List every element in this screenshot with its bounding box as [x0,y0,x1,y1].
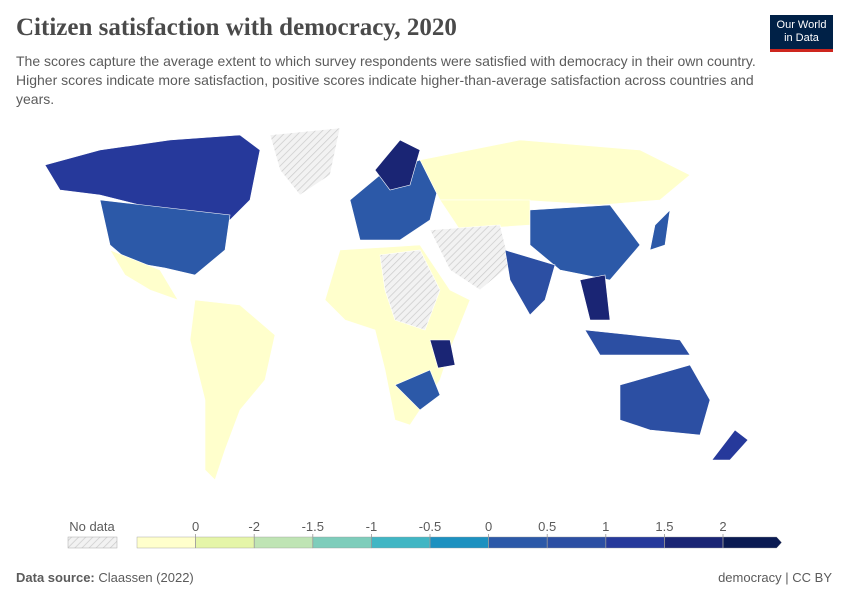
legend-swatch [371,536,431,549]
legend-tick-label: -1 [366,519,378,534]
legend-swatch [605,536,665,549]
legend-tick-label: -2 [248,519,260,534]
logo-line: Our World [776,19,827,31]
country[interactable] [379,249,441,331]
country[interactable] [649,209,671,251]
country[interactable] [711,429,749,461]
country[interactable] [189,299,276,481]
map: No data 0 -2 -1.5 -1 -0.5 0 0.5 1 1.5 2 [44,127,782,549]
country[interactable] [579,274,611,321]
legend-tick-label: 2 [719,519,726,534]
legend-swatch [547,536,607,549]
country[interactable] [429,224,511,291]
legend-swatch [253,536,313,549]
legend-swatch [429,536,489,549]
logo-line: in Data [784,32,819,44]
logo[interactable]: Our World in Data [770,15,833,52]
legend-swatch [136,536,196,549]
footer-source-label: Data source: [16,570,95,585]
legend-swatch [722,536,782,549]
country[interactable] [99,199,231,276]
legend-tick-label: -1.5 [302,519,324,534]
country[interactable] [394,369,441,411]
legend-tick-label: 1 [602,519,609,534]
legend-swatch [195,536,255,549]
legend-no-data-label: No data [69,519,115,534]
country[interactable] [419,139,691,206]
legend-swatch [488,536,548,549]
country[interactable] [439,199,531,231]
footer-source: Data source: Claassen (2022) [16,570,194,585]
countries [44,127,749,481]
legend-tick-label: 0 [192,519,199,534]
country[interactable] [44,134,261,221]
legend-tick-label: 0.5 [538,519,556,534]
footer-source-name: Claassen (2022) [98,570,194,585]
country[interactable] [429,339,456,369]
legend-swatch [312,536,372,549]
country[interactable] [109,249,179,301]
legend-swatch [664,536,724,549]
legend-tick-label: -0.5 [419,519,441,534]
legend-tick-label: 0 [485,519,492,534]
country[interactable] [584,329,691,356]
footer-license: democracy | CC BY [718,570,832,585]
country[interactable] [529,204,641,281]
country[interactable] [269,127,341,196]
title: Citizen satisfaction with democracy, 202… [16,14,457,41]
country[interactable] [619,364,711,436]
subtitle: The scores capture the average extent to… [16,53,756,107]
country[interactable] [504,249,556,316]
legend-tick-label: 1.5 [655,519,673,534]
country[interactable] [374,139,421,191]
legend-no-data-swatch [67,536,118,549]
legend: No data 0 -2 -1.5 -1 -0.5 0 0.5 1 1.5 2 [67,519,782,549]
